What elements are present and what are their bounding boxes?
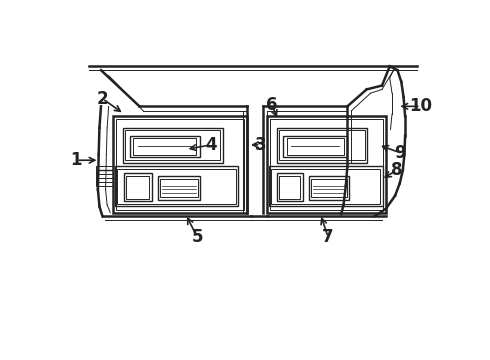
Bar (271, 169, 381, 204)
Bar (124, 173, 152, 201)
Bar (279, 130, 365, 160)
Bar (269, 166, 383, 206)
Bar (130, 136, 199, 157)
Bar (125, 130, 220, 160)
Bar (97, 166, 113, 186)
Text: 3: 3 (254, 136, 266, 154)
Text: 5: 5 (192, 228, 203, 246)
Bar (283, 136, 346, 157)
Text: 10: 10 (409, 97, 432, 115)
Bar (133, 138, 196, 155)
Text: 9: 9 (394, 144, 406, 162)
Bar (160, 179, 198, 197)
Bar (113, 116, 247, 213)
Bar (117, 169, 236, 204)
Text: 1: 1 (71, 151, 82, 169)
Bar (115, 166, 238, 206)
Bar (122, 128, 222, 163)
Text: 2: 2 (97, 90, 108, 108)
Bar (276, 128, 368, 163)
Bar (311, 179, 346, 197)
Text: 6: 6 (266, 96, 278, 114)
Text: 8: 8 (391, 161, 402, 179)
Bar (309, 176, 349, 199)
Bar (126, 176, 149, 199)
Bar (158, 176, 200, 199)
Text: 4: 4 (205, 136, 217, 154)
Bar (276, 173, 303, 201)
Bar (267, 116, 386, 213)
Bar (279, 176, 300, 199)
Bar (116, 120, 244, 210)
Text: 7: 7 (322, 228, 334, 246)
Bar (287, 138, 343, 155)
Bar (270, 120, 383, 210)
